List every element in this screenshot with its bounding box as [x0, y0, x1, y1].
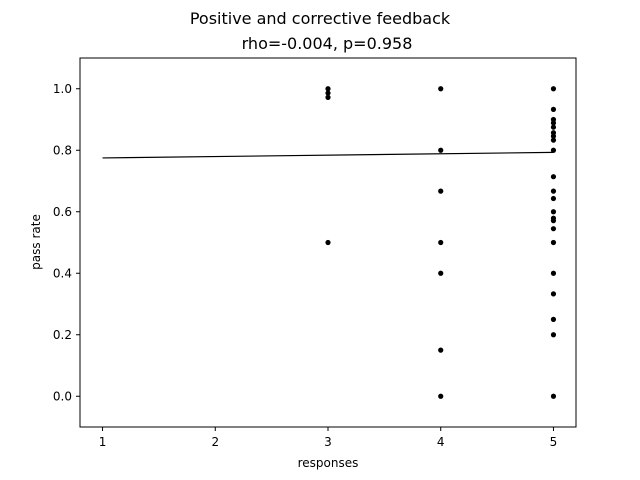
data-point: [550, 332, 557, 338]
data-point: [550, 226, 557, 232]
data-point: [325, 90, 331, 96]
data-point: [325, 239, 331, 246]
chart-subtitle: rho=-0.004, p=0.958: [242, 34, 413, 53]
y-tick-label: 1.0: [53, 82, 72, 96]
data-point: [550, 218, 557, 224]
x-axis-label: responses: [298, 456, 359, 470]
y-tick-label: 0.0: [53, 389, 72, 403]
data-point: [438, 270, 444, 276]
data-point: [550, 316, 557, 322]
data-point: [325, 86, 331, 92]
data-point: [550, 86, 557, 92]
data-point: [325, 94, 331, 100]
x-tick-label: 4: [437, 435, 445, 449]
x-tick-label: 1: [99, 435, 107, 449]
data-point: [550, 188, 557, 194]
y-tick-label: 0.6: [53, 205, 72, 219]
y-axis-label: pass rate: [29, 214, 43, 270]
chart-title: Positive and corrective feedback: [190, 9, 451, 28]
data-point: [550, 137, 557, 143]
data-point: [438, 393, 444, 399]
axes: 1 2 3 4 5 0.0 0.2 0.4 0.6 0.8 1.0: [53, 57, 577, 449]
data-point: [550, 239, 557, 246]
data-point: [550, 195, 557, 202]
data-point: [438, 147, 444, 153]
data-point: [438, 347, 444, 353]
data-point: [550, 120, 557, 126]
data-point: [550, 106, 557, 112]
x-tick-label: 5: [550, 435, 558, 449]
x-tick-label: 3: [324, 435, 332, 449]
data-point: [438, 239, 444, 246]
fit-line: [102, 151, 554, 159]
data-point: [550, 209, 557, 215]
data-point: [550, 124, 557, 130]
data-point: [550, 270, 557, 276]
data-point: [550, 291, 557, 297]
y-tick-label: 0.2: [53, 328, 72, 342]
data-point: [438, 86, 444, 92]
data-point: [550, 133, 557, 139]
x-tick-label: 2: [211, 435, 219, 449]
data-point: [550, 147, 557, 153]
data-point: [550, 174, 557, 180]
plot-area: [102, 86, 557, 399]
y-tick-label: 0.8: [53, 143, 72, 157]
data-point: [550, 393, 557, 399]
y-tick-label: 0.4: [53, 266, 72, 280]
data-point: [438, 188, 444, 194]
